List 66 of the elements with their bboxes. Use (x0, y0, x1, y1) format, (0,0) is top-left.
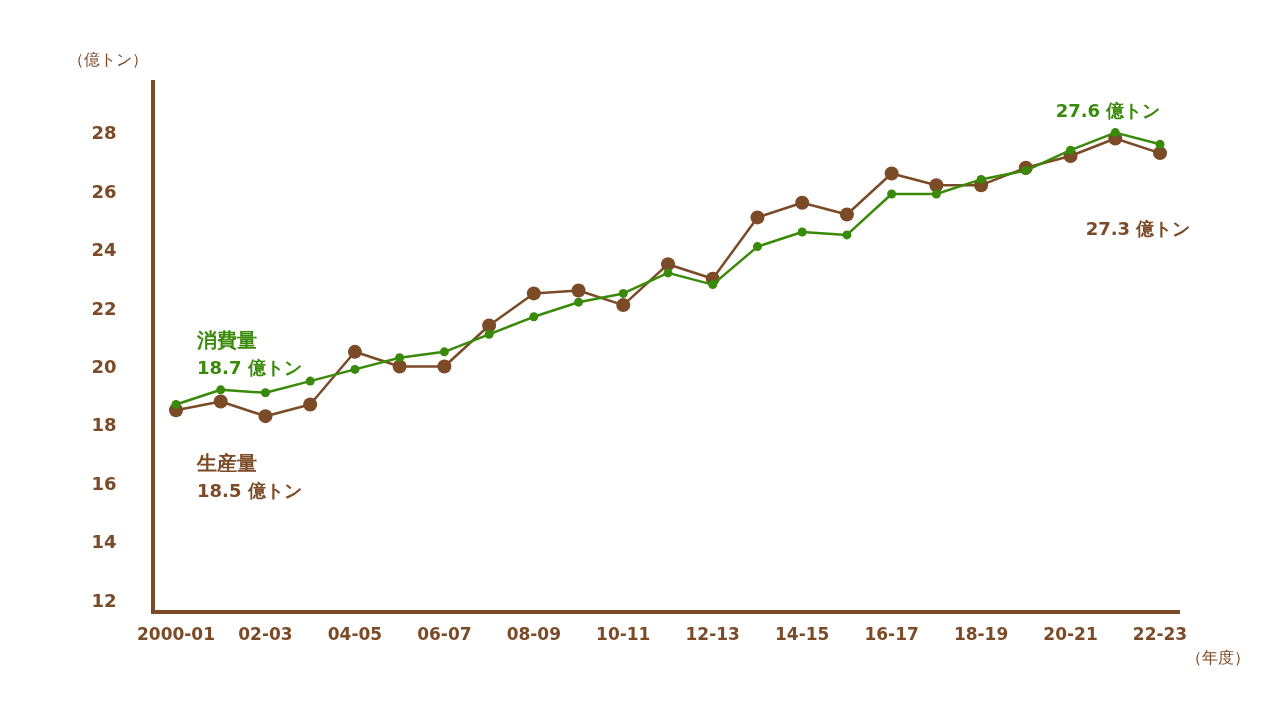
y-axis-title: （億トン） (68, 50, 148, 69)
point (347, 344, 362, 359)
point (929, 178, 944, 193)
y-tick-label: 14 (91, 531, 117, 553)
point (976, 174, 986, 184)
x-tick-label: 06-07 (417, 624, 472, 644)
point (213, 394, 228, 409)
x-tick-label: 16-17 (864, 624, 919, 644)
x-axis-title: （年度） (1186, 648, 1250, 667)
point (439, 347, 449, 357)
y-tick-label: 20 (91, 355, 117, 377)
x-tick-label: 2000-01 (136, 624, 216, 644)
point (529, 312, 539, 322)
point (574, 297, 584, 307)
point (931, 189, 941, 199)
annotation: 18.5 億トン (197, 480, 302, 501)
series-label: 生産量 (196, 451, 257, 475)
point (661, 257, 675, 272)
y-tick-label: 24 (91, 239, 117, 261)
y-tick-label: 26 (91, 180, 117, 202)
point (484, 329, 494, 339)
point (663, 268, 673, 278)
x-tick-label: 12-13 (685, 624, 740, 644)
point (571, 283, 586, 298)
point (171, 399, 181, 409)
y-tick-label: 22 (91, 297, 117, 319)
y-tick-label: 16 (91, 472, 117, 494)
point (616, 298, 631, 313)
x-tick-label: 14-15 (774, 624, 830, 644)
x-tick-label: 04-05 (327, 624, 383, 644)
point (305, 376, 315, 386)
point (618, 288, 628, 298)
point (1110, 128, 1120, 138)
point (750, 210, 765, 225)
point (258, 409, 273, 424)
point (797, 227, 807, 237)
point (1153, 146, 1167, 161)
point (303, 397, 318, 412)
point (884, 166, 899, 181)
annotation: 27.6 億トン (1055, 100, 1161, 121)
y-tick-label: 28 (91, 122, 117, 144)
annotation: 18.7 億トン (197, 357, 302, 378)
point (395, 353, 405, 363)
point (260, 388, 270, 398)
annotation: 27.3 億トン (1085, 218, 1191, 239)
x-tick-label: 18-19 (953, 624, 1009, 644)
point (350, 364, 360, 374)
x-tick-label: 20-21 (1043, 624, 1098, 644)
point (437, 359, 452, 374)
point (1066, 145, 1076, 155)
x-tick-label: 10-11 (596, 624, 651, 644)
point (842, 230, 852, 240)
point (708, 280, 718, 290)
point (839, 207, 854, 222)
point (1155, 139, 1165, 149)
x-tick-label: 02-03 (238, 624, 293, 644)
y-tick-label: 18 (91, 414, 117, 436)
point (795, 195, 810, 210)
point (887, 189, 897, 199)
x-tick-label: 08-09 (506, 624, 562, 644)
series-label: 消費量 (196, 328, 257, 352)
y-tick-label: 12 (91, 589, 117, 611)
point (752, 242, 762, 252)
x-tick-label: 22-23 (1132, 624, 1188, 644)
point (216, 385, 226, 395)
point (526, 286, 541, 301)
